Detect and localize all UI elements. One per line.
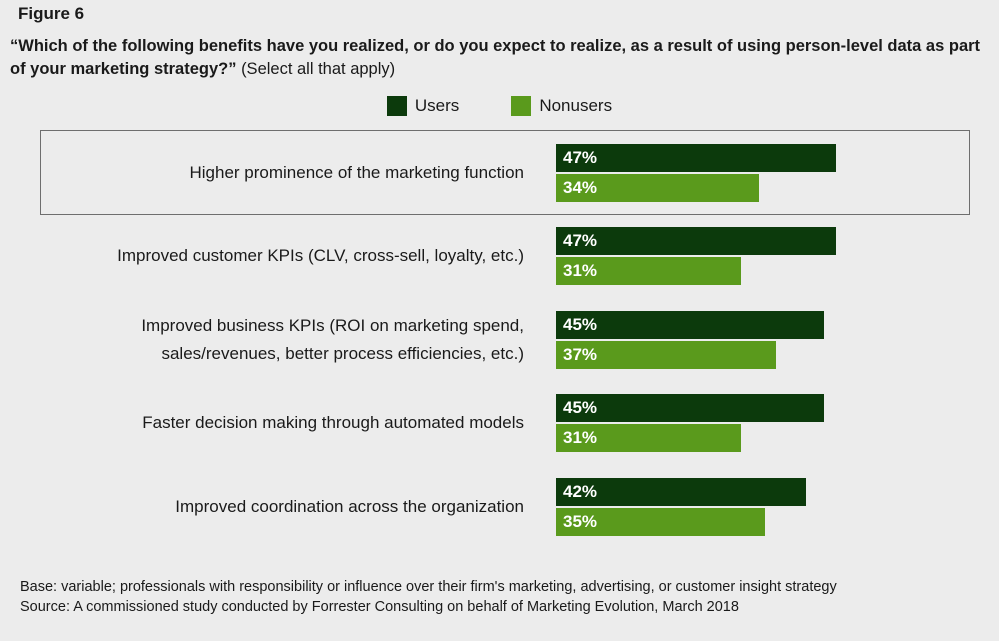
- bar-users: 45%: [556, 311, 824, 339]
- legend: Users Nonusers: [0, 96, 999, 116]
- category-label: Improved business KPIs (ROI on marketing…: [24, 312, 524, 368]
- category-label: Improved coordination across the organiz…: [24, 493, 524, 521]
- legend-swatch-nonusers: [511, 96, 531, 116]
- category-label: Higher prominence of the marketing funct…: [24, 159, 524, 187]
- legend-swatch-users: [387, 96, 407, 116]
- bar-nonusers: 34%: [556, 174, 759, 202]
- legend-item-users: Users: [387, 96, 459, 116]
- question-note: (Select all that apply): [241, 60, 395, 78]
- footer: Base: variable; professionals with respo…: [20, 577, 837, 617]
- legend-label-nonusers: Nonusers: [539, 96, 612, 116]
- question-bold: “Which of the following benefits have yo…: [10, 37, 980, 78]
- footer-source: Source: A commissioned study conducted b…: [20, 597, 837, 617]
- footer-base: Base: variable; professionals with respo…: [20, 577, 837, 597]
- figure-label: Figure 6: [18, 4, 84, 24]
- bar-users: 47%: [556, 227, 836, 255]
- legend-item-nonusers: Nonusers: [511, 96, 612, 116]
- bar-users: 47%: [556, 144, 836, 172]
- question-text: “Which of the following benefits have yo…: [10, 35, 992, 81]
- bar-nonusers: 31%: [556, 424, 741, 452]
- category-label: Improved customer KPIs (CLV, cross-sell,…: [24, 242, 524, 270]
- bar-nonusers: 35%: [556, 508, 765, 536]
- bar-users: 45%: [556, 394, 824, 422]
- bar-nonusers: 31%: [556, 257, 741, 285]
- category-label: Faster decision making through automated…: [24, 409, 524, 437]
- bar-nonusers: 37%: [556, 341, 776, 369]
- bar-users: 42%: [556, 478, 806, 506]
- legend-label-users: Users: [415, 96, 459, 116]
